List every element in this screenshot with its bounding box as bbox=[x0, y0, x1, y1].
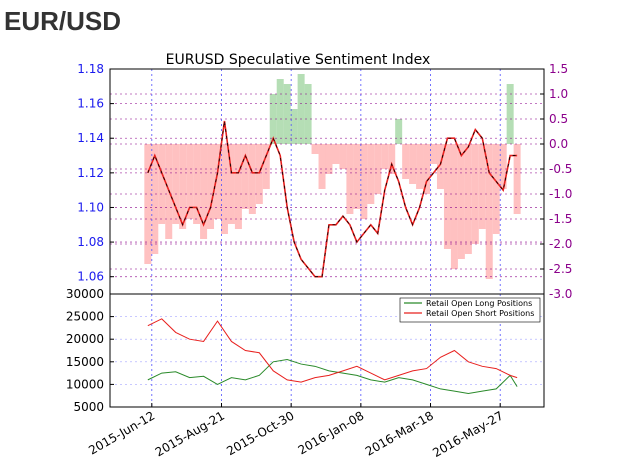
sentiment-bar bbox=[144, 144, 152, 264]
y-tick-label: 1.14 bbox=[77, 131, 104, 145]
legend-box bbox=[399, 297, 541, 323]
legend-label: Retail Open Short Positions bbox=[426, 309, 534, 318]
sentiment-bar bbox=[186, 144, 194, 219]
sentiment-bar bbox=[416, 144, 424, 189]
y-tick-label: 1.06 bbox=[77, 270, 104, 284]
sentiment-bar bbox=[513, 144, 521, 214]
x-tick-label: 2016-May-27 bbox=[430, 408, 505, 460]
sentiment-bar bbox=[430, 144, 438, 164]
sentiment-bar bbox=[457, 144, 465, 259]
y2-tick-label: 1.0 bbox=[549, 87, 568, 101]
sentiment-bar bbox=[151, 144, 159, 254]
sentiment-bar bbox=[255, 144, 263, 204]
legend-label: Retail Open Long Positions bbox=[426, 299, 532, 308]
sentiment-bar bbox=[450, 144, 458, 269]
sentiment-bar bbox=[506, 84, 514, 144]
price-sentiment-panel: 1.06 1.08 1.10 1.12 1.14 1.16 1.18 -3.0 -2.5 -2.0… bbox=[77, 62, 572, 407]
sentiment-bar bbox=[311, 144, 319, 154]
sentiment-bar bbox=[367, 144, 375, 204]
y-tick-label: 1.18 bbox=[77, 62, 104, 76]
sentiment-bar bbox=[436, 144, 444, 189]
sentiment-bar bbox=[207, 144, 215, 229]
y2-tick-label: -0.5 bbox=[549, 162, 572, 176]
y-tick-label: 5000 bbox=[73, 400, 104, 414]
sentiment-bar bbox=[388, 144, 396, 174]
x-tick-label: 2016-Jan-08 bbox=[296, 408, 367, 457]
sentiment-bar bbox=[193, 144, 201, 224]
series-line-short bbox=[147, 318, 518, 383]
sentiment-bar bbox=[395, 119, 403, 144]
sentiment-bar bbox=[179, 144, 187, 229]
sentiment-bar bbox=[241, 144, 249, 209]
plot-frame bbox=[109, 293, 545, 408]
y2-tick-label: -3.0 bbox=[549, 287, 572, 301]
sentiment-bar bbox=[409, 144, 417, 184]
x-tick-label: 2015-Aug-21 bbox=[153, 408, 227, 459]
sentiment-bar bbox=[276, 79, 284, 144]
price-line-black bbox=[147, 120, 518, 278]
sentiment-bar bbox=[318, 144, 326, 189]
sentiment-bar bbox=[360, 144, 368, 219]
chart-title: EURUSD Speculative Sentiment Index bbox=[166, 52, 431, 68]
sentiment-bar bbox=[269, 94, 277, 144]
x-tick-label: 2015-Oct-30 bbox=[224, 408, 296, 458]
page-title: EUR/USD bbox=[4, 6, 122, 36]
sentiment-bar bbox=[325, 144, 333, 174]
sentiment-bar bbox=[248, 144, 256, 214]
positions-panel: 5000 10000 15000 20000 25000 30000 Retail Open… bbox=[66, 287, 545, 460]
sentiment-bar bbox=[402, 144, 410, 179]
x-tick-label: 2016-Mar-18 bbox=[363, 408, 436, 458]
y-tick-label: 25000 bbox=[66, 310, 104, 324]
sentiment-bar bbox=[290, 109, 298, 144]
sentiment-bar bbox=[262, 144, 270, 189]
y-tick-label: 1.10 bbox=[77, 200, 104, 214]
sentiment-bar bbox=[478, 144, 486, 229]
x-tick-label: 2015-Jun-12 bbox=[86, 408, 157, 457]
y2-tick-label: 0.5 bbox=[549, 112, 568, 126]
sentiment-bar bbox=[304, 84, 312, 144]
sentiment-bar bbox=[283, 84, 291, 144]
y2-tick-label: 0.0 bbox=[549, 137, 568, 151]
y2-tick-label: -2.0 bbox=[549, 237, 572, 251]
sentiment-bar bbox=[346, 144, 354, 214]
sentiment-bar bbox=[332, 144, 340, 164]
sentiment-bar bbox=[234, 144, 242, 229]
series-line-long bbox=[147, 359, 518, 394]
y-tick-label: 20000 bbox=[66, 332, 104, 346]
y-tick-label: 1.16 bbox=[77, 97, 104, 111]
sentiment-bar bbox=[381, 144, 389, 169]
y2-tick-label: -2.5 bbox=[549, 262, 572, 276]
sentiment-bar bbox=[297, 74, 305, 144]
sentiment-bar bbox=[492, 144, 500, 234]
y2-tick-label: -1.0 bbox=[549, 187, 572, 201]
y-tick-label: 30000 bbox=[66, 287, 104, 301]
sentiment-bar bbox=[443, 144, 451, 249]
sentiment-bar bbox=[485, 144, 493, 279]
sentiment-bar bbox=[499, 144, 507, 189]
y-tick-label: 1.08 bbox=[77, 235, 104, 249]
sentiment-bar bbox=[200, 144, 208, 239]
sentiment-bar bbox=[464, 144, 472, 254]
sentiment-bar bbox=[220, 144, 228, 234]
y-tick-label: 15000 bbox=[66, 355, 104, 369]
y-tick-label: 10000 bbox=[66, 377, 104, 391]
y2-tick-label: 1.5 bbox=[549, 62, 568, 76]
sentiment-bar bbox=[158, 144, 166, 224]
sentiment-bar bbox=[227, 144, 235, 224]
sentiment-bar bbox=[374, 144, 382, 194]
y2-tick-label: -1.5 bbox=[549, 212, 572, 226]
y-tick-label: 1.12 bbox=[77, 166, 104, 180]
sentiment-bar bbox=[214, 144, 222, 219]
sentiment-bar bbox=[353, 144, 361, 209]
sentiment-bar bbox=[339, 144, 347, 169]
sentiment-bar bbox=[172, 144, 180, 224]
